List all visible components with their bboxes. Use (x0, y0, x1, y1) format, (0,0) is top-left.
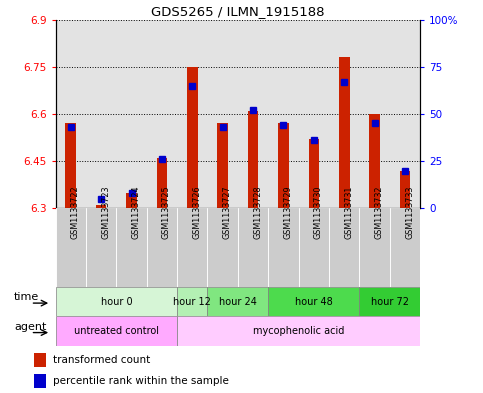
Text: GSM1133729: GSM1133729 (284, 185, 293, 239)
Bar (177, 316, 420, 346)
Bar (56, 20, 86, 208)
Bar (217, 123, 228, 208)
Text: hour 0: hour 0 (100, 297, 132, 307)
Bar (298, 20, 329, 208)
Bar (156, 158, 167, 208)
Text: agent: agent (14, 322, 46, 332)
Text: time: time (14, 292, 39, 302)
Bar (86, 20, 116, 208)
Text: GSM1133724: GSM1133724 (131, 185, 141, 239)
Bar (56, 316, 177, 346)
Bar (390, 208, 420, 287)
Bar (400, 171, 411, 208)
Bar (208, 20, 238, 208)
Bar (34, 353, 46, 367)
Bar (359, 287, 420, 316)
Text: GSM1133727: GSM1133727 (223, 185, 232, 239)
Bar (278, 123, 289, 208)
Bar (359, 208, 390, 287)
Text: hour 72: hour 72 (371, 297, 409, 307)
Text: percentile rank within the sample: percentile rank within the sample (53, 376, 229, 386)
Text: transformed count: transformed count (53, 355, 150, 365)
Bar (248, 111, 258, 208)
Bar (177, 287, 208, 316)
Text: untreated control: untreated control (74, 326, 159, 336)
Title: GDS5265 / ILMN_1915188: GDS5265 / ILMN_1915188 (151, 6, 325, 18)
Bar (359, 20, 390, 208)
Bar (268, 208, 298, 287)
Text: hour 24: hour 24 (219, 297, 257, 307)
Bar (116, 208, 147, 287)
Bar (56, 287, 177, 316)
Bar (329, 20, 359, 208)
Bar (177, 208, 208, 287)
Bar (369, 114, 380, 208)
Bar (208, 287, 268, 316)
Bar (268, 287, 359, 316)
Bar (86, 208, 116, 287)
Text: GSM1133723: GSM1133723 (101, 185, 110, 239)
Bar (147, 208, 177, 287)
Bar (329, 208, 359, 287)
Bar (309, 139, 319, 208)
Text: hour 12: hour 12 (173, 297, 211, 307)
Bar (339, 57, 350, 208)
Text: GSM1133726: GSM1133726 (192, 185, 201, 239)
Text: mycophenolic acid: mycophenolic acid (253, 326, 344, 336)
Bar (298, 208, 329, 287)
Text: GSM1133731: GSM1133731 (344, 185, 353, 239)
Text: GSM1133725: GSM1133725 (162, 185, 171, 239)
Bar (177, 20, 208, 208)
Text: GSM1133732: GSM1133732 (375, 185, 384, 239)
Text: GSM1133730: GSM1133730 (314, 185, 323, 239)
Bar (96, 205, 106, 208)
Bar (65, 123, 76, 208)
Bar (238, 20, 268, 208)
Bar (116, 20, 147, 208)
Bar (208, 208, 238, 287)
Text: GSM1133728: GSM1133728 (253, 185, 262, 239)
Bar (390, 20, 420, 208)
Text: hour 48: hour 48 (295, 297, 333, 307)
Bar (238, 208, 268, 287)
Bar (268, 20, 298, 208)
Bar (126, 193, 137, 208)
Text: GSM1133733: GSM1133733 (405, 185, 414, 239)
Bar (187, 67, 198, 208)
Bar (56, 208, 86, 287)
Bar (147, 20, 177, 208)
Text: GSM1133722: GSM1133722 (71, 185, 80, 239)
Bar (34, 374, 46, 388)
